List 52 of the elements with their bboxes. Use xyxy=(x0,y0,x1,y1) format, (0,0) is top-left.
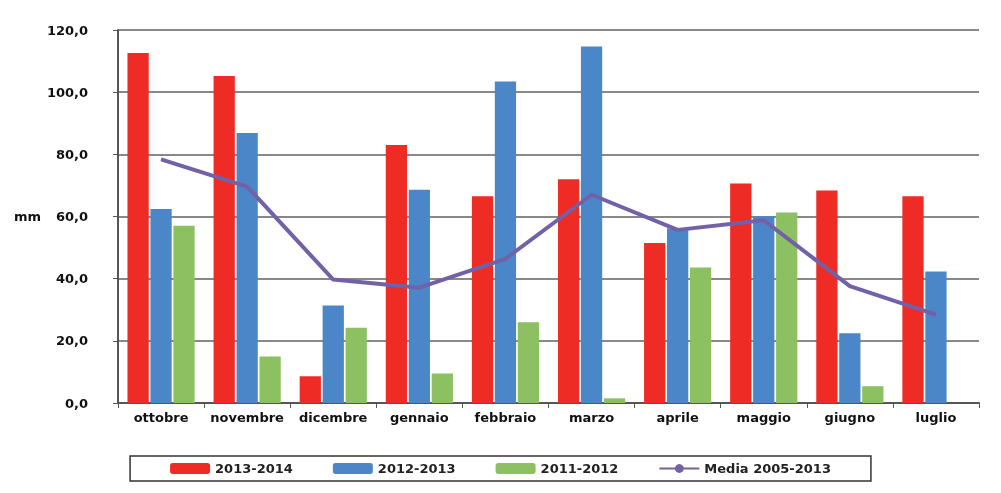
line-series xyxy=(159,157,938,317)
bar xyxy=(299,376,321,403)
bar xyxy=(385,145,408,403)
bar xyxy=(345,327,367,403)
bar xyxy=(644,242,666,403)
legend-label: Media 2005-2013 xyxy=(704,461,831,476)
bar xyxy=(776,212,798,403)
bar xyxy=(431,373,453,403)
bar xyxy=(557,179,580,403)
bar xyxy=(517,322,540,403)
x-tick-label: gennaio xyxy=(389,410,449,425)
bar xyxy=(408,189,430,403)
y-tick-label: 20,0 xyxy=(55,333,88,349)
bar xyxy=(667,228,689,403)
y-axis-title: mm xyxy=(13,209,41,224)
bar xyxy=(173,225,195,403)
bar xyxy=(816,190,838,403)
x-tick-label: aprile xyxy=(656,410,699,425)
legend-label: 2013-2014 xyxy=(215,461,293,476)
legend-label: 2011-2012 xyxy=(540,461,619,476)
y-tick-label: 40,0 xyxy=(55,271,88,287)
bar xyxy=(862,386,884,403)
x-tick-label: ottobre xyxy=(133,410,189,425)
bar xyxy=(322,305,344,403)
x-tick-label: dicembre xyxy=(299,410,368,425)
bar xyxy=(839,333,861,403)
x-tick-label: giugno xyxy=(824,410,876,425)
x-tick-label: luglio xyxy=(915,410,957,425)
x-tick-label: febbraio xyxy=(474,410,537,425)
bar xyxy=(753,216,775,403)
legend-label: 2012-2013 xyxy=(377,461,456,476)
bar xyxy=(902,196,924,403)
y-tick-label: 60,0 xyxy=(55,209,88,224)
y-tick-label: 120,0 xyxy=(46,22,88,38)
y-tick-label: 0,0 xyxy=(64,395,88,411)
bar xyxy=(127,53,149,403)
bar xyxy=(236,132,258,403)
x-tick-label: maggio xyxy=(736,410,791,425)
bar xyxy=(213,76,235,403)
bar xyxy=(494,81,517,403)
bar xyxy=(603,398,626,403)
bar xyxy=(730,183,752,403)
bar xyxy=(259,356,281,403)
bar xyxy=(580,46,603,403)
x-tick-label: novembre xyxy=(210,410,285,425)
y-tick-label: 100,0 xyxy=(46,84,88,100)
x-tick-label: marzo xyxy=(568,410,615,425)
bar xyxy=(689,267,712,403)
bar xyxy=(150,209,172,403)
bar xyxy=(925,271,947,403)
y-tick-label: 80,0 xyxy=(55,146,88,162)
bar xyxy=(471,196,494,403)
